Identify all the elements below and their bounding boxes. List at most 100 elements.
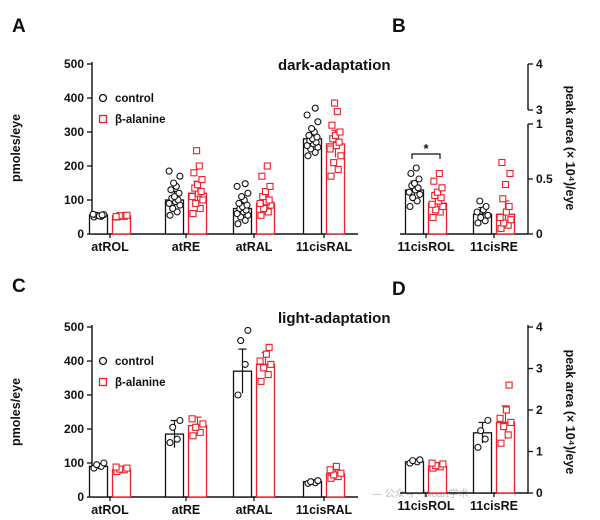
panel-d-bar-11cisROL-control-group [404,456,425,494]
panel-d-bar-11cisRE-beta-alanine-point [497,439,505,447]
panel-b-y-tick-label: 3 [536,103,543,117]
panel-c-bar-atRE-beta-alanine-point [196,428,204,436]
panel-c-bar-atRE-beta-alanine-point [199,420,207,428]
panel-b-bar-11cisRE-beta-alanine-point [500,219,508,227]
y-axis-label-a: pmoles/eye [9,114,23,182]
panel-d-bar-11cisRE-beta-alanine-point [496,414,504,422]
panel-c-bar-11cisRAL-control-group [302,477,323,498]
legend-c: control β-alanine [98,356,165,389]
panel-b-bar-11cisRE-beta-alanine-point [499,195,507,203]
panel-c-category-label: atROL [91,503,129,517]
panel-a-bar-atRE-beta-alanine-point [193,181,202,189]
panel-c-y-tick-label: 0 [77,490,84,504]
significance-star: * [423,141,429,156]
panel-b-bar-11cisROL-control-point [406,202,414,211]
panel-a-bar-atRAL-beta-alanine-point [258,172,266,180]
panel-b-bar-11cisRE-control-point [477,213,485,222]
panel-a-category-label: 11cisRAL [296,240,353,254]
panel-a-bar-11cisRAL-beta-alanine-point [336,128,344,136]
panel-c-bar-atRAL-beta-alanine-point [262,350,270,358]
panel-b-bar-11cisROL-control-point [414,184,422,192]
panel-a-bar-atRE-control-point [175,189,183,197]
legend-beta-alanine-label: β-alanine [115,114,165,126]
panel-b-bar-11cisRE-beta-alanine-point [505,202,513,211]
panel-a-bar-11cisRAL-control-point [304,152,312,160]
panel-b-category-label: 11cisRE [470,240,518,254]
title-dark-adaptation: dark-adaptation [278,57,391,74]
legend-a: control β-alanine [98,93,165,126]
panel-c-bar-atRE-control-point [166,439,174,447]
panel-a-bar-atRE-control-point [170,193,179,201]
panel-d-bar-11cisRE-beta-alanine-point [502,406,510,414]
panel-b-bar-11cisROL-control-point [412,164,420,172]
panel-a-bar-11cisRAL-control-point [314,118,322,126]
y-axis-label-d: peak area (× 10⁴)/eye [563,350,577,475]
panel-c-bar-11cisRAL-control-point [307,478,315,486]
panel-d-bar-11cisROL-beta-alanine-point [428,459,436,467]
panel-c-bar-atRAL-control-point [237,337,245,345]
panel-b-bar-11cisRE-beta-alanine-group [495,158,516,235]
panel-a-bar-atROL-beta-alanine-point [123,211,131,219]
panel-d-bar-11cisRE-control-point [477,427,485,435]
panel-a-bar-11cisRAL-control-point [311,104,319,112]
panel-d-y-tick-label: 1 [536,445,543,459]
legend-beta-alanine-label: β-alanine [115,377,165,389]
panel-a-bar-atRAL-control-group [232,180,253,235]
panel-c-bar-atRAL-control-point [234,391,242,399]
panel-a-bar-11cisRAL-control-point [305,131,313,139]
panel-c-y-tick-label: 100 [64,456,84,470]
panel-a-bar-11cisRAL-beta-alanine-point [337,152,345,160]
panel-letter-a: A [12,16,26,37]
legend-beta-alanine-marker [98,377,108,387]
panel-a-bar-11cisRAL-beta-alanine-point [327,172,335,180]
panel-c-bar-atRE-control-point [176,416,184,425]
legend-beta-alanine-marker [98,114,108,124]
panel-b-bar-11cisRE-beta-alanine-point [501,180,510,189]
panel-b-bar-11cisRE-control-point [476,197,484,205]
panel-a-y-tick-label: 200 [64,159,84,173]
panel-d-bar-11cisRE-beta-alanine-point [507,418,515,427]
panel-d-bar-11cisROL-control [404,461,425,494]
panel-b-bar-11cisROL-beta-alanine-group [427,169,448,235]
significance-bracket: * [411,141,441,159]
legend-control-marker [98,356,108,366]
panel-c-bar-atRAL-beta-alanine-point [265,343,273,351]
panel-a-bar-atROL-beta-alanine-point [112,213,120,221]
panel-b-category-label: 11cisROL [398,240,455,254]
panel-b-bar-11cisROL-beta-alanine-point [428,200,436,208]
panel-b-bar-11cisROL-control-point [416,190,424,198]
panel-b-bar-11cisRE-control-point [482,202,490,211]
panel-a-bar-11cisRAL-beta-alanine-point [326,145,334,153]
panel-c-bar-atROL-control-group [88,459,109,498]
panel-b-bar-11cisROL-beta-alanine-point [438,184,446,192]
panel-c-bar-11cisRAL-beta-alanine-group [325,462,346,498]
panel-a-bar-atRAL-control-point [238,193,246,201]
panel-b-bar-11cisRE-control-point [473,208,481,216]
legend-control-label: control [115,356,154,368]
panel-a-bar-atRAL-beta-alanine-point [257,211,265,219]
panel-b-y-tick-label: 0 [536,227,543,241]
panel-b-bar-11cisRE-control-point [484,211,492,219]
panel-b-bar-11cisRE-beta-alanine-point [496,213,504,222]
panel-a-category-label: atRAL [236,240,273,254]
panel-a-bar-atROL-control-point [89,210,97,218]
panel-b-bar-11cisROL-control-point [410,179,419,187]
y-axis-label-c: pmoles/eye [9,378,23,446]
panel-b-bar-11cisROL-control-point [409,194,417,202]
panel-a-bar-11cisRAL-beta-alanine-point [333,108,341,116]
panel-c-bar-atRAL-beta-alanine-point [257,377,265,385]
panel-a-bar-atRE-control-point [169,204,177,213]
panel-c-category-label: 11cisRAL [296,503,353,517]
panel-a-bar-atRE-beta-alanine-point [189,210,197,218]
panel-c-y-tick-label: 500 [64,320,84,334]
panel-d-y-tick-label: 3 [536,362,543,376]
panel-a-bar-atRE-beta-alanine-point [190,169,198,177]
panel-letter-b: B [392,16,406,37]
panel-b-bar-11cisRE-control-group [472,197,493,235]
panel-c-bar-11cisRAL-beta-alanine-point [330,471,338,479]
panel-a-bar-atRAL-beta-alanine-point [256,199,264,207]
panel-a-y-tick-label: 400 [64,91,84,105]
panel-a-bar-11cisRAL-control-point [308,125,316,133]
panel-a-bar-atRAL-beta-alanine-point [260,204,268,213]
